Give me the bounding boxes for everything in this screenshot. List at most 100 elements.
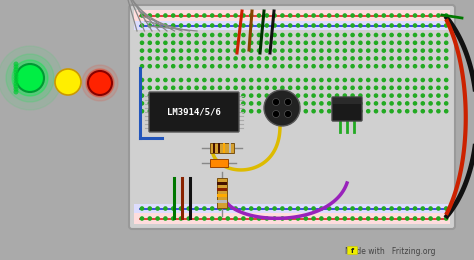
- Circle shape: [445, 110, 448, 113]
- Circle shape: [257, 64, 261, 68]
- Circle shape: [320, 14, 323, 17]
- Circle shape: [210, 94, 214, 97]
- Circle shape: [312, 102, 315, 105]
- Circle shape: [304, 64, 308, 68]
- Circle shape: [88, 71, 112, 95]
- Circle shape: [382, 94, 385, 97]
- Circle shape: [421, 24, 424, 27]
- Circle shape: [296, 49, 300, 52]
- Text: LM3914/5/6: LM3914/5/6: [167, 107, 221, 116]
- Circle shape: [445, 64, 448, 68]
- Circle shape: [398, 49, 401, 52]
- Circle shape: [343, 94, 346, 97]
- Circle shape: [172, 79, 175, 82]
- Circle shape: [413, 24, 417, 27]
- Circle shape: [382, 24, 385, 27]
- Bar: [134, 213, 450, 224]
- Circle shape: [328, 33, 331, 37]
- Circle shape: [437, 64, 440, 68]
- Circle shape: [273, 86, 276, 89]
- Circle shape: [250, 49, 253, 52]
- Circle shape: [226, 24, 229, 27]
- Circle shape: [226, 110, 229, 113]
- Circle shape: [296, 79, 300, 82]
- Circle shape: [413, 217, 417, 220]
- Circle shape: [406, 79, 409, 82]
- Circle shape: [312, 86, 315, 89]
- Circle shape: [343, 110, 346, 113]
- Circle shape: [265, 86, 268, 89]
- Circle shape: [12, 60, 48, 96]
- Circle shape: [203, 217, 206, 220]
- Circle shape: [413, 110, 417, 113]
- Circle shape: [390, 94, 393, 97]
- Circle shape: [366, 79, 370, 82]
- Circle shape: [320, 110, 323, 113]
- Circle shape: [374, 64, 378, 68]
- Circle shape: [382, 79, 385, 82]
- Circle shape: [203, 94, 206, 97]
- Circle shape: [281, 94, 284, 97]
- Circle shape: [242, 57, 245, 60]
- Circle shape: [148, 110, 151, 113]
- Circle shape: [210, 110, 214, 113]
- Circle shape: [265, 33, 268, 37]
- Bar: [229, 143, 231, 153]
- Circle shape: [390, 41, 393, 44]
- Circle shape: [13, 78, 18, 83]
- Circle shape: [296, 217, 300, 220]
- Circle shape: [390, 24, 393, 27]
- Circle shape: [351, 207, 354, 210]
- Circle shape: [148, 94, 151, 97]
- Circle shape: [437, 207, 440, 210]
- Circle shape: [172, 207, 175, 210]
- Circle shape: [187, 86, 191, 89]
- Circle shape: [156, 24, 159, 27]
- Circle shape: [328, 207, 331, 210]
- Circle shape: [140, 49, 144, 52]
- Circle shape: [336, 94, 338, 97]
- Circle shape: [179, 79, 182, 82]
- Circle shape: [55, 69, 81, 95]
- Circle shape: [304, 14, 308, 17]
- Circle shape: [312, 24, 315, 27]
- Circle shape: [250, 57, 253, 60]
- Circle shape: [203, 14, 206, 17]
- Circle shape: [390, 79, 393, 82]
- Circle shape: [304, 217, 308, 220]
- Circle shape: [351, 64, 354, 68]
- Circle shape: [429, 102, 432, 105]
- Circle shape: [257, 79, 261, 82]
- Circle shape: [382, 102, 385, 105]
- Circle shape: [281, 79, 284, 82]
- Circle shape: [328, 86, 331, 89]
- Circle shape: [179, 57, 182, 60]
- Circle shape: [164, 41, 167, 44]
- Circle shape: [179, 110, 182, 113]
- Circle shape: [312, 207, 315, 210]
- Circle shape: [390, 110, 393, 113]
- Circle shape: [203, 41, 206, 44]
- Circle shape: [148, 24, 151, 27]
- Circle shape: [437, 49, 440, 52]
- Circle shape: [234, 24, 237, 27]
- Circle shape: [445, 33, 448, 37]
- Circle shape: [172, 94, 175, 97]
- Circle shape: [374, 14, 378, 17]
- Circle shape: [336, 14, 338, 17]
- Circle shape: [398, 94, 401, 97]
- Circle shape: [429, 110, 432, 113]
- Circle shape: [296, 110, 300, 113]
- Circle shape: [257, 102, 261, 105]
- Circle shape: [398, 207, 401, 210]
- Circle shape: [172, 49, 175, 52]
- Circle shape: [328, 41, 331, 44]
- Circle shape: [296, 57, 300, 60]
- Circle shape: [284, 110, 292, 118]
- Circle shape: [328, 217, 331, 220]
- Circle shape: [140, 64, 144, 68]
- Circle shape: [328, 94, 331, 97]
- Circle shape: [351, 49, 354, 52]
- Circle shape: [390, 14, 393, 17]
- FancyBboxPatch shape: [149, 92, 239, 132]
